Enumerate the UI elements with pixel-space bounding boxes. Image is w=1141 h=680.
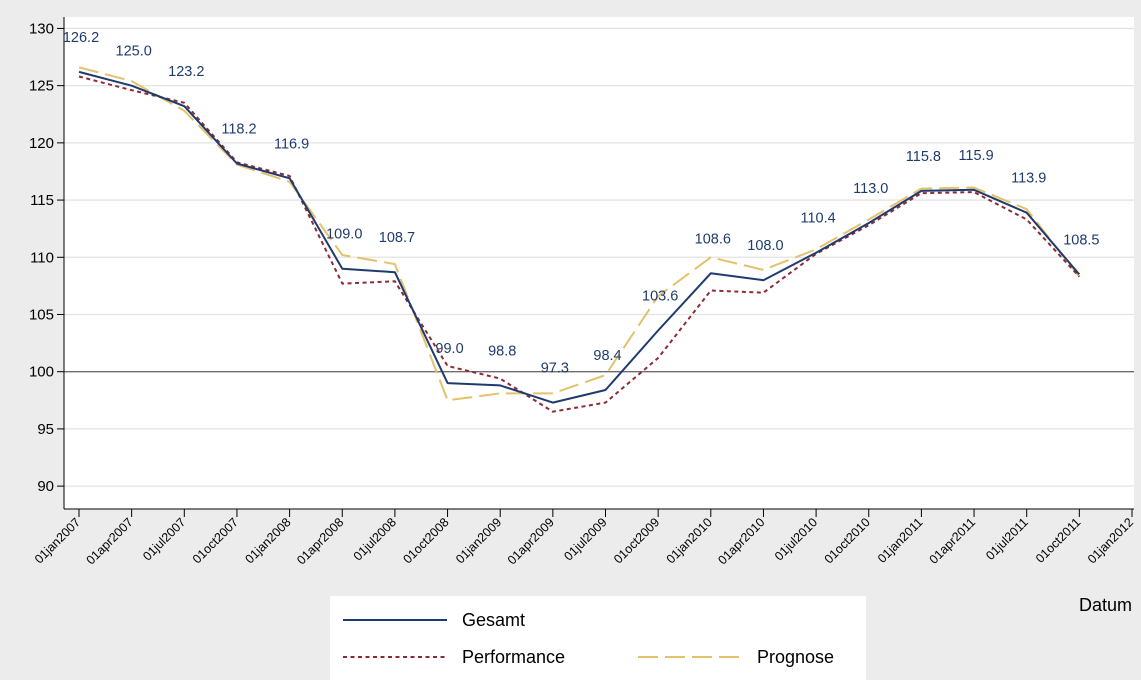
x-tick-label: 01jan2007 [32,515,83,566]
series-line-gesamt [78,70,1081,404]
data-label: 109.0 [326,227,362,243]
y-tick-label: 115 [30,192,54,209]
x-tick-label: 01jan2010 [664,515,715,566]
x-tick-label: 01jul2009 [561,515,609,563]
x-tick-label: 01apr2009 [505,515,557,567]
plot-area [64,17,1134,509]
data-label: 108.6 [695,231,731,247]
data-label: 97.3 [541,361,569,377]
x-tick-label: 01apr2008 [294,515,346,567]
y-axis-ticks: 90 95 100 105 110 115 120 125 130 [29,20,64,495]
x-tick-label: 01jan2008 [243,515,294,566]
data-label: 110.4 [800,211,835,227]
data-label: 108.0 [747,238,783,254]
data-label: 115.8 [906,149,941,165]
data-label: 125.0 [116,44,152,60]
x-tick-label: 01jul2008 [351,515,399,563]
x-tick-label: 01oct2010 [822,515,873,566]
x-tick-label: 01jan2011 [875,515,926,566]
y-tick-label: 125 [29,78,54,95]
series-line-performance [78,75,1081,413]
y-tick-label: 95 [37,421,54,438]
legend-label-prognose: Prognose [757,647,834,667]
x-axis-ticks: 01jan2007 01apr2007 01jul2007 01oct2007 01ja… [32,509,1136,567]
x-tick-label: 01oct2009 [611,515,662,566]
legend-box [330,596,866,680]
y-tick-label: 100 [29,364,54,381]
series-lines [78,66,1081,413]
x-tick-label: 01jan2009 [453,515,504,566]
x-tick-label: 01jul2011 [983,515,1031,563]
data-label: 115.9 [958,148,993,164]
x-tick-label: 01oct2007 [190,515,241,566]
legend-label-gesamt: Gesamt [462,610,525,630]
x-axis-title: Datum [1079,595,1132,615]
data-label: 98.4 [593,348,621,364]
x-tick-label: 01oct2011 [1033,515,1084,566]
data-label: 99.0 [435,341,463,357]
y-tick-label: 120 [29,135,54,152]
series-line-prognose [78,66,1081,402]
grid-lines [64,27,1134,487]
x-tick-label: 01jul2010 [772,515,820,563]
y-tick-label: 90 [37,478,54,495]
x-tick-label: 01apr2010 [715,515,767,567]
x-tick-label: 01apr2007 [84,515,136,567]
data-labels: 126.2 125.0 123.2 118.2 116.9 109.0 108.7 99.0 9… [63,30,1100,377]
data-label: 108.7 [379,230,415,246]
x-tick-label: 01jul2007 [140,515,188,563]
data-label: 126.2 [63,30,99,46]
legend: Gesamt Performance Prognose [330,596,866,680]
data-label: 113.9 [1011,171,1046,187]
y-tick-label: 130 [29,20,54,37]
data-label: 103.6 [642,289,678,305]
y-tick-label: 105 [29,306,54,323]
x-tick-label: 01oct2008 [400,515,451,566]
legend-label-performance: Performance [462,647,565,667]
x-tick-label: 01apr2011 [927,515,979,567]
data-label: 113.0 [853,181,888,197]
data-label: 123.2 [168,64,204,80]
data-label: 108.5 [1063,232,1099,248]
x-tick-label: 01jan2012 [1085,515,1136,566]
data-label: 98.8 [488,343,516,359]
data-label: 116.9 [274,136,309,152]
data-label: 118.2 [221,121,256,137]
y-tick-label: 110 [30,249,54,266]
